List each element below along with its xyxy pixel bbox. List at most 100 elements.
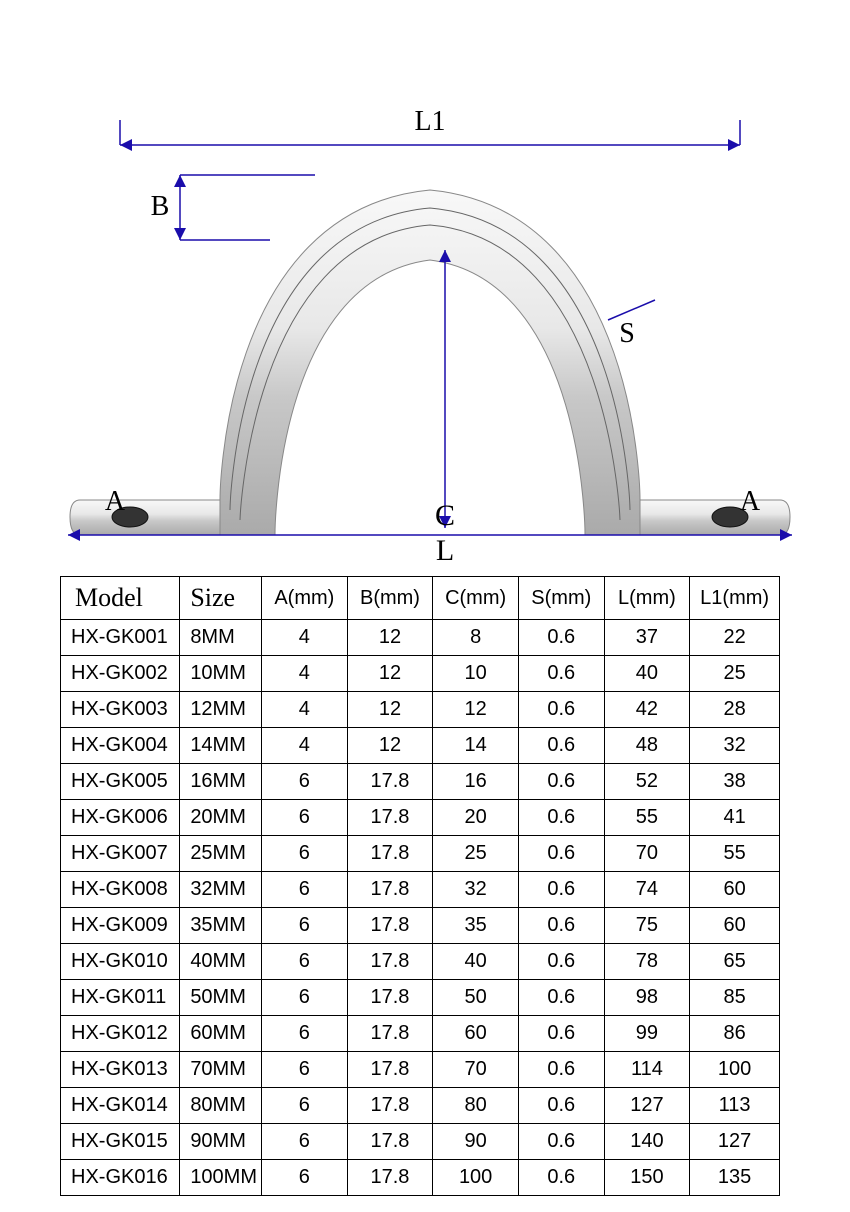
table-cell: 55	[604, 800, 690, 836]
table-cell: 14MM	[180, 728, 262, 764]
col-size: Size	[180, 577, 262, 620]
table-cell: 42	[604, 692, 690, 728]
table-cell: 40	[604, 656, 690, 692]
table-cell: 0.6	[518, 944, 604, 980]
table-cell: 127	[604, 1088, 690, 1124]
clamp-diagram: L1 B S A A C L	[60, 90, 800, 570]
table-row: HX-GK00210MM412100.64025	[61, 656, 780, 692]
table-cell: 70	[433, 1052, 519, 1088]
table-cell: 98	[604, 980, 690, 1016]
table-cell: 16	[433, 764, 519, 800]
table-cell: 4	[262, 620, 348, 656]
table-cell: 0.6	[518, 1088, 604, 1124]
table-cell: 135	[690, 1160, 780, 1196]
spec-table: Model Size A(mm) B(mm) C(mm) S(mm) L(mm)…	[60, 576, 780, 1196]
table-cell: 0.6	[518, 692, 604, 728]
table-cell: 20	[433, 800, 519, 836]
col-a: A(mm)	[262, 577, 348, 620]
table-cell: 78	[604, 944, 690, 980]
table-cell: HX-GK015	[61, 1124, 180, 1160]
dim-label-A-left: A	[105, 486, 126, 517]
table-cell: 70MM	[180, 1052, 262, 1088]
table-cell: 40	[433, 944, 519, 980]
table-cell: 80MM	[180, 1088, 262, 1124]
table-cell: 22	[690, 620, 780, 656]
table-cell: HX-GK016	[61, 1160, 180, 1196]
table-cell: 25MM	[180, 836, 262, 872]
table-cell: HX-GK014	[61, 1088, 180, 1124]
table-row: HX-GK01150MM617.8500.69885	[61, 980, 780, 1016]
table-cell: 99	[604, 1016, 690, 1052]
table-cell: HX-GK008	[61, 872, 180, 908]
table-cell: 12	[347, 656, 433, 692]
dim-label-L1: L1	[414, 106, 445, 137]
table-cell: 0.6	[518, 1052, 604, 1088]
table-row: HX-GK00620MM617.8200.65541	[61, 800, 780, 836]
table-cell: HX-GK007	[61, 836, 180, 872]
table-cell: 12	[433, 692, 519, 728]
table-cell: HX-GK006	[61, 800, 180, 836]
col-c: C(mm)	[433, 577, 519, 620]
dim-label-B: B	[151, 191, 170, 222]
table-cell: 6	[262, 1016, 348, 1052]
table-cell: 0.6	[518, 836, 604, 872]
table-cell: 140	[604, 1124, 690, 1160]
table-cell: 85	[690, 980, 780, 1016]
table-cell: 25	[690, 656, 780, 692]
table-cell: 12	[347, 728, 433, 764]
table-cell: 4	[262, 692, 348, 728]
table-cell: 0.6	[518, 728, 604, 764]
table-cell: 70	[604, 836, 690, 872]
table-cell: 35	[433, 908, 519, 944]
table-cell: 37	[604, 620, 690, 656]
table-cell: 4	[262, 728, 348, 764]
table-cell: 17.8	[347, 836, 433, 872]
table-cell: 17.8	[347, 980, 433, 1016]
table-cell: HX-GK002	[61, 656, 180, 692]
table-cell: 17.8	[347, 908, 433, 944]
dim-label-C: C	[435, 499, 455, 532]
table-row: HX-GK01260MM617.8600.69986	[61, 1016, 780, 1052]
table-cell: 52	[604, 764, 690, 800]
table-cell: 17.8	[347, 800, 433, 836]
table-cell: 113	[690, 1088, 780, 1124]
table-cell: 127	[690, 1124, 780, 1160]
table-cell: 0.6	[518, 764, 604, 800]
dim-label-S: S	[619, 318, 635, 349]
table-cell: 55	[690, 836, 780, 872]
table-cell: 28	[690, 692, 780, 728]
table-header-row: Model Size A(mm) B(mm) C(mm) S(mm) L(mm)…	[61, 577, 780, 620]
table-cell: 74	[604, 872, 690, 908]
table-cell: 40MM	[180, 944, 262, 980]
table-cell: 17.8	[347, 1088, 433, 1124]
table-row: HX-GK00935MM617.8350.67560	[61, 908, 780, 944]
table-cell: 50	[433, 980, 519, 1016]
table-cell: 60	[433, 1016, 519, 1052]
table-row: HX-GK01040MM617.8400.67865	[61, 944, 780, 980]
table-cell: 41	[690, 800, 780, 836]
table-cell: 17.8	[347, 1052, 433, 1088]
table-cell: 12	[347, 692, 433, 728]
table-cell: HX-GK011	[61, 980, 180, 1016]
col-b: B(mm)	[347, 577, 433, 620]
table-cell: 32	[690, 728, 780, 764]
table-cell: 6	[262, 980, 348, 1016]
table-cell: 60MM	[180, 1016, 262, 1052]
table-cell: 80	[433, 1088, 519, 1124]
table-cell: 6	[262, 800, 348, 836]
table-row: HX-GK00312MM412120.64228	[61, 692, 780, 728]
table-cell: 75	[604, 908, 690, 944]
table-cell: 6	[262, 1052, 348, 1088]
table-row: HX-GK0018MM41280.63722	[61, 620, 780, 656]
table-cell: 48	[604, 728, 690, 764]
table-cell: HX-GK004	[61, 728, 180, 764]
table-cell: HX-GK012	[61, 1016, 180, 1052]
dim-label-A-right: A	[740, 486, 761, 517]
dim-label-L: L	[436, 534, 454, 567]
col-model: Model	[61, 577, 180, 620]
table-cell: 0.6	[518, 980, 604, 1016]
table-row: HX-GK00516MM617.8160.65238	[61, 764, 780, 800]
table-cell: 0.6	[518, 800, 604, 836]
table-cell: 17.8	[347, 944, 433, 980]
table-cell: 14	[433, 728, 519, 764]
